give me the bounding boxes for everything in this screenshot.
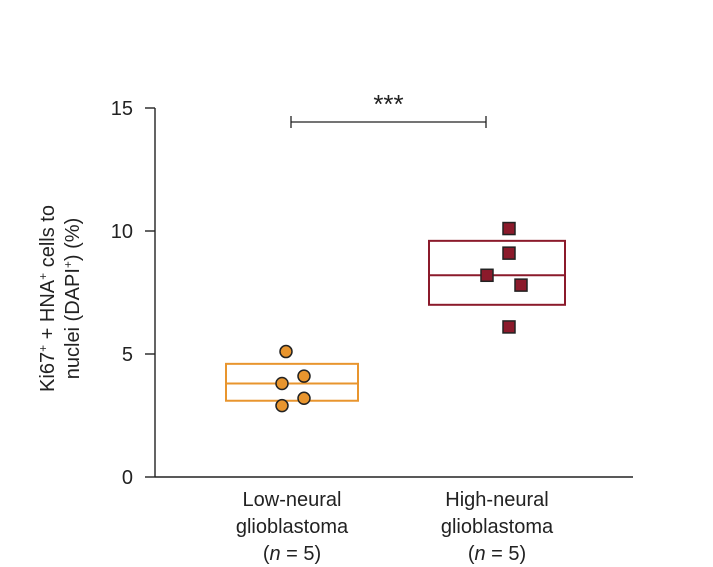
label-segment: = 5) <box>281 543 322 565</box>
data-point <box>502 246 516 260</box>
y-axis-label-line: nuclei (DAPI+) (%) <box>61 218 84 380</box>
y-tick-label: 0 <box>122 467 133 489</box>
y-tick-label: 10 <box>111 221 133 243</box>
label-segment: ( <box>468 543 475 565</box>
category-label-line: Low-neural <box>243 489 342 511</box>
data-point <box>502 221 516 236</box>
data-point <box>297 369 311 383</box>
superscript-plus: + <box>61 261 75 268</box>
label-segment: + HNA <box>37 279 59 345</box>
y-axis-label-line: Ki67+ + HNA+ cells to <box>36 205 59 392</box>
category-label-line: High-neural <box>445 489 548 511</box>
label-segment: n <box>474 543 485 565</box>
data-point <box>279 344 293 359</box>
data-point <box>502 320 516 334</box>
category-label-line: glioblastoma <box>236 516 349 538</box>
data-point <box>275 398 289 413</box>
box <box>225 362 359 402</box>
data-point <box>514 278 528 292</box>
label-segment: ) (%) <box>62 218 84 261</box>
data-point <box>297 391 311 406</box>
data-point <box>480 268 494 283</box>
label-segment: cells to <box>37 205 59 273</box>
label-segment: ( <box>263 543 270 565</box>
superscript-plus: + <box>36 273 50 280</box>
axes: 0 5 10 15 <box>111 98 633 489</box>
data-points <box>275 221 528 413</box>
box <box>428 239 566 306</box>
data-point <box>275 376 289 391</box>
boxes <box>225 239 566 402</box>
label-segment: n <box>269 543 280 565</box>
category-label-line: glioblastoma <box>441 516 554 538</box>
y-tick-label: 15 <box>111 98 133 120</box>
category-label-n: (n = 5) <box>468 543 526 565</box>
significance-bracket: *** <box>290 89 487 128</box>
label-segment: nuclei (DAPI <box>62 268 84 379</box>
superscript-plus: + <box>36 345 50 352</box>
y-tick-label: 5 <box>122 344 133 366</box>
label-segment: Ki67 <box>37 352 59 392</box>
label-segment: = 5) <box>486 543 527 565</box>
category-label-n: (n = 5) <box>263 543 321 565</box>
significance-label: *** <box>373 89 403 119</box>
